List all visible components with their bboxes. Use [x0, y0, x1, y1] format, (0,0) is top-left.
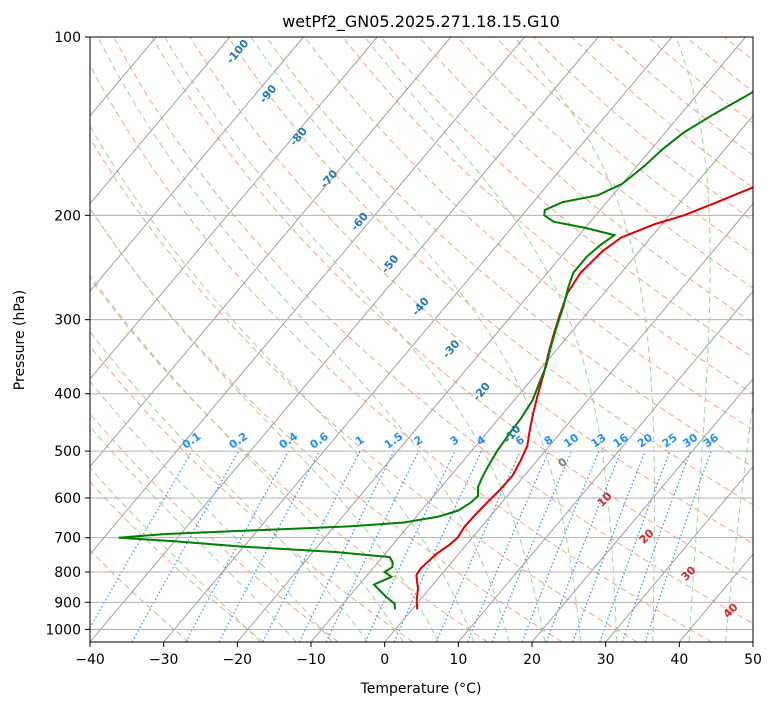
mixing-ratio-line	[644, 450, 712, 642]
dry-adiabat-line	[113, 37, 753, 625]
moist-adiabat-line	[164, 37, 546, 642]
mixing-ratio-line	[521, 450, 600, 642]
x-axis: −40 −30 −20 −10 0 10 20 30 40 50	[75, 642, 762, 668]
mixing-ratio-line	[218, 450, 321, 642]
isotherm-line	[310, 115, 753, 642]
x-tick-label: 20	[523, 652, 541, 668]
x-tick-label: 30	[597, 652, 615, 668]
isotherm-line	[90, 37, 304, 292]
isotherm-line	[384, 202, 753, 642]
moist-adiabat-line	[250, 37, 582, 642]
moist-adiabat-line	[675, 37, 711, 642]
moist-adiabat-line	[514, 37, 655, 642]
y-tick-label: 800	[54, 565, 81, 581]
moist-adiabat-line	[90, 380, 333, 642]
isotherm-line	[163, 37, 673, 642]
moist-adiabat-line	[97, 37, 510, 642]
mixing-ratio-line	[545, 450, 622, 642]
y-tick-label: 700	[54, 531, 81, 547]
moist-adiabat-line	[725, 398, 753, 642]
dry-adiabat-line	[456, 37, 753, 289]
dry-adiabat-line	[227, 37, 753, 506]
y-tick-label: 200	[54, 208, 81, 224]
x-tick-label: 10	[449, 652, 467, 668]
isotherm-line	[605, 465, 753, 642]
dry-adiabat-line	[90, 137, 638, 642]
y-tick-label: 100	[54, 30, 81, 46]
pressure-gridlines	[90, 37, 753, 630]
plot-frame	[89, 36, 754, 643]
mixing-ratio-line	[185, 450, 290, 642]
x-tick-label: −10	[296, 652, 326, 668]
mixing-ratio-line	[621, 450, 692, 642]
mixing-ratio-line	[435, 450, 521, 642]
background-lines	[90, 37, 753, 642]
isotherm-line	[90, 37, 378, 380]
y-tick-label: 900	[54, 595, 81, 611]
dry-adiabat-line	[265, 37, 753, 468]
y-tick-label: 500	[54, 444, 81, 460]
x-tick-label: −20	[223, 652, 253, 668]
dry-adiabat-line	[90, 549, 190, 642]
chart-title: wetPf2_GN05.2025.271.18.15.G10	[282, 12, 560, 32]
isotherm-line	[457, 290, 753, 642]
x-tick-label: −30	[149, 652, 179, 668]
x-tick-label: 50	[744, 652, 762, 668]
mixing-ratio-line	[466, 450, 550, 642]
moist-adiabat-line	[90, 207, 439, 642]
y-axis-title: Pressure (hPa)	[12, 290, 28, 390]
dry-adiabat-line	[151, 37, 753, 584]
dry-adiabat-line	[90, 345, 414, 642]
isotherm-line	[236, 37, 746, 642]
dry-adiabat-line	[90, 64, 712, 642]
mixing-ratio-line	[262, 450, 361, 642]
isotherm-line	[90, 37, 525, 556]
mixing-ratio-line	[298, 450, 395, 642]
x-tick-label: −40	[75, 652, 105, 668]
isotherm-line	[531, 378, 753, 642]
y-axis: 100 200 300 400 500 600 700 800 900 1000	[45, 30, 90, 638]
x-axis-title: Temperature (°C)	[360, 681, 482, 697]
x-tick-label: 40	[670, 652, 688, 668]
dry-adiabat-line	[418, 37, 753, 324]
isotherm-line	[90, 37, 231, 205]
profiles	[118, 90, 753, 610]
moist-adiabat-line	[90, 125, 475, 642]
moist-adiabat-line	[90, 330, 369, 642]
x-tick-label: 0	[380, 652, 389, 668]
moist-adiabat-line	[90, 274, 404, 642]
mixing-ratio-line	[599, 450, 671, 642]
isotherm-line	[90, 37, 452, 468]
mixing-ratio-line	[572, 450, 646, 642]
dry-adiabat-line	[90, 276, 488, 642]
y-tick-label: 1000	[45, 622, 81, 638]
y-tick-label: 400	[54, 387, 81, 403]
y-tick-label: 300	[54, 313, 81, 329]
y-tick-label: 600	[54, 491, 81, 507]
dewpoint-profile-line	[118, 90, 753, 610]
